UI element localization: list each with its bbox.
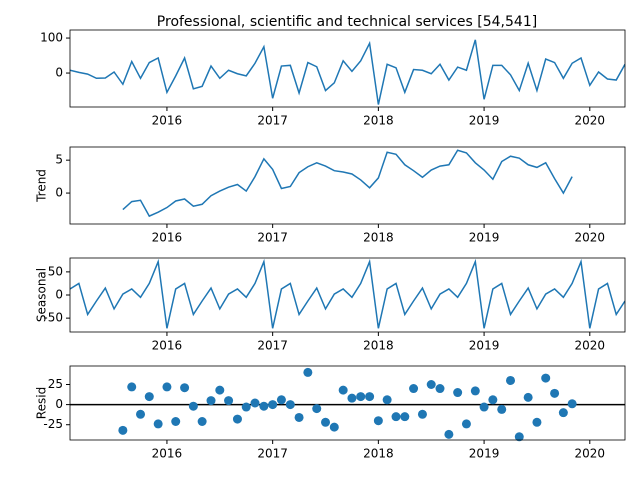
resid-point xyxy=(435,384,445,394)
x-tick-label: 2018 xyxy=(363,114,394,128)
resid-point xyxy=(180,383,190,393)
resid-point xyxy=(285,400,295,410)
y-tick-label: -50 xyxy=(43,311,63,325)
resid-point xyxy=(365,392,375,402)
axes-frame xyxy=(69,257,626,333)
y-tick-label: 100 xyxy=(40,31,63,45)
y-axis-label: Seasonal xyxy=(35,268,49,322)
resid-point xyxy=(453,388,463,398)
resid-point xyxy=(250,398,260,408)
resid-point xyxy=(197,417,207,426)
resid-point xyxy=(356,392,366,402)
resid-point xyxy=(171,417,181,426)
x-tick-label: 2019 xyxy=(469,339,500,353)
resid-point xyxy=(373,416,383,426)
resid-point xyxy=(294,412,304,422)
x-tick-label: 2017 xyxy=(257,339,288,353)
x-tick-label: 2016 xyxy=(152,231,183,245)
resid-point xyxy=(409,384,419,394)
resid-point xyxy=(400,412,410,422)
resid-point xyxy=(329,422,339,432)
resid-point xyxy=(162,382,172,392)
y-tick-label: -25 xyxy=(43,417,63,431)
axes-frame xyxy=(69,365,626,441)
resid-point xyxy=(567,399,577,409)
resid-point xyxy=(224,396,234,406)
resid-point xyxy=(276,395,286,405)
y-tick-label: 0 xyxy=(55,66,63,80)
x-tick-label: 2019 xyxy=(469,447,500,461)
y-tick-label: 25 xyxy=(48,377,63,391)
resid-point xyxy=(347,393,357,403)
x-tick-label: 2018 xyxy=(363,339,394,353)
x-tick-label: 2016 xyxy=(152,339,183,353)
x-tick-label: 2017 xyxy=(257,231,288,245)
resid-point xyxy=(532,417,542,427)
x-tick-label: 2016 xyxy=(152,114,183,128)
x-tick-label: 2019 xyxy=(469,231,500,245)
axes-frame xyxy=(69,146,626,225)
y-tick-label: 0 xyxy=(55,397,63,411)
resid-point xyxy=(188,401,198,411)
x-tick-label: 2020 xyxy=(575,447,606,461)
y-tick-label: 50 xyxy=(48,264,63,278)
series-line xyxy=(70,258,625,329)
series-line xyxy=(122,149,573,218)
x-tick-label: 2020 xyxy=(575,339,606,353)
resid-point xyxy=(321,417,331,427)
resid-point xyxy=(153,419,163,429)
resid-point xyxy=(215,385,225,395)
resid-point xyxy=(461,419,471,429)
x-tick-label: 2020 xyxy=(575,231,606,245)
y-tick-label: 0 xyxy=(55,186,63,200)
y-axis-label: Trend xyxy=(35,169,49,203)
axes-frame xyxy=(69,29,626,108)
resid-point xyxy=(479,402,489,412)
resid-point xyxy=(391,412,401,422)
y-axis-label: Resid xyxy=(35,387,49,419)
resid-point xyxy=(206,396,216,406)
resid-point xyxy=(136,409,146,419)
resid-point xyxy=(488,395,498,405)
resid-point xyxy=(232,414,242,424)
resid-point xyxy=(312,404,322,414)
x-tick-label: 2017 xyxy=(257,114,288,128)
resid-point xyxy=(523,392,533,402)
resid-point xyxy=(550,388,560,398)
x-tick-label: 2019 xyxy=(469,114,500,128)
resid-point xyxy=(558,408,568,418)
resid-point xyxy=(118,425,128,435)
series-line xyxy=(70,39,625,105)
resid-point xyxy=(338,385,348,395)
resid-point xyxy=(259,401,269,411)
resid-point xyxy=(497,404,507,414)
resid-point xyxy=(444,429,454,439)
resid-point xyxy=(514,432,524,442)
resid-point xyxy=(541,373,551,383)
resid-point xyxy=(382,395,392,405)
resid-point xyxy=(417,409,427,419)
resid-point xyxy=(470,386,480,396)
resid-point xyxy=(506,375,516,385)
resid-point xyxy=(241,402,251,412)
chart-title: Professional, scientific and technical s… xyxy=(157,14,537,30)
resid-point xyxy=(268,400,278,410)
x-tick-label: 2016 xyxy=(152,447,183,461)
resid-point xyxy=(426,380,436,389)
y-tick-label: 0 xyxy=(55,288,63,302)
y-tick-label: 5 xyxy=(55,153,63,167)
x-tick-label: 2017 xyxy=(257,447,288,461)
x-tick-label: 2018 xyxy=(363,231,394,245)
x-tick-label: 2020 xyxy=(575,114,606,128)
resid-point xyxy=(144,392,154,402)
resid-point xyxy=(127,382,137,392)
resid-point xyxy=(303,367,313,377)
x-tick-label: 2018 xyxy=(363,447,394,461)
